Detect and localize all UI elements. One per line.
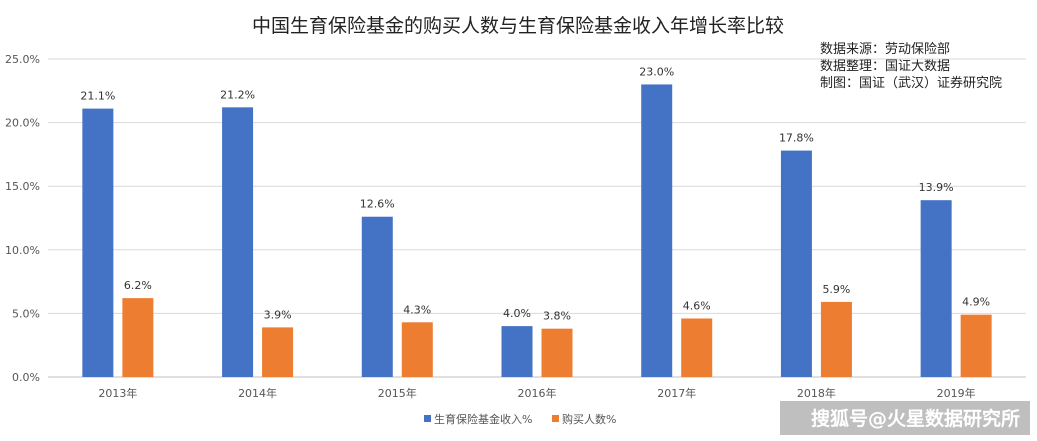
bar-buyers xyxy=(401,322,433,377)
y-tick-label: 10.0% xyxy=(5,244,40,257)
legend-swatch-income xyxy=(424,415,431,422)
y-tick-label: 15.0% xyxy=(5,180,40,193)
data-label-buyers: 6.2% xyxy=(124,279,152,292)
bar-buyers xyxy=(820,301,852,377)
bar-income xyxy=(361,216,393,377)
data-label-income: 23.0% xyxy=(639,65,674,78)
x-tick-label: 2018年 xyxy=(797,386,836,400)
y-tick-label: 20.0% xyxy=(5,117,40,130)
bar-income xyxy=(641,84,673,377)
y-tick-label: 0.0% xyxy=(12,371,40,384)
data-label-income: 12.6% xyxy=(360,198,395,211)
data-label-buyers: 3.9% xyxy=(264,308,292,321)
bar-buyers xyxy=(960,314,992,377)
bar-buyers xyxy=(122,298,154,377)
data-label-buyers: 4.3% xyxy=(403,303,431,316)
y-axis: 0.0% 5.0% 10.0% 15.0% 20.0% 25.0% xyxy=(5,53,40,384)
bar-buyers xyxy=(262,327,294,377)
bar-income xyxy=(780,150,812,377)
source-line-2: 数据整理：国证大数据 xyxy=(820,59,950,74)
data-label-income: 4.0% xyxy=(503,307,531,320)
y-tick-label: 5.0% xyxy=(12,307,40,320)
legend-label-buyers: 购买人数% xyxy=(562,412,616,426)
source-line-1: 数据来源：劳动保险部 xyxy=(820,41,950,57)
x-tick-label: 2014年 xyxy=(238,386,277,400)
data-label-buyers: 4.9% xyxy=(962,296,990,309)
x-tick-label: 2016年 xyxy=(518,386,557,400)
chart-title: 中国生育保险基金的购买人数与生育保险基金收入年增长率比较 xyxy=(252,15,784,37)
data-label-buyers: 3.8% xyxy=(543,310,571,323)
watermark-backdrop xyxy=(780,401,1030,435)
data-label-buyers: 5.9% xyxy=(822,283,850,296)
bar-income xyxy=(222,107,254,377)
data-label-income: 21.1% xyxy=(80,90,115,103)
bars-group: 21.1% 6.2% 21.2% 3.9% 12.6% 4.3% 4.0% 3.8% 23.0%… xyxy=(80,65,992,377)
source-line-3: 制图：国证（武汉）证券研究院 xyxy=(820,75,1002,91)
x-tick-label: 2015年 xyxy=(378,386,417,400)
bar-buyers xyxy=(681,318,713,377)
x-tick-label: 2017年 xyxy=(657,386,696,400)
bar-income xyxy=(82,108,114,377)
x-tick-label: 2013年 xyxy=(98,386,137,400)
x-axis: 2013年 2014年 2015年 2016年 2017年 2018年 2019年 xyxy=(98,386,975,400)
gridlines xyxy=(48,58,1026,378)
bar-income xyxy=(501,326,533,377)
x-tick-label: 2019年 xyxy=(937,386,976,400)
legend-label-income: 生育保险基金收入% xyxy=(434,412,532,426)
data-label-buyers: 4.6% xyxy=(683,299,711,312)
data-label-income: 21.2% xyxy=(220,88,255,101)
y-tick-label: 25.0% xyxy=(5,53,40,66)
data-label-income: 13.9% xyxy=(919,181,954,194)
legend-swatch-buyers xyxy=(552,415,559,422)
watermark: 搜狐号@火星数据研究所 xyxy=(811,407,1020,430)
legend: 生育保险基金收入% 购买人数% xyxy=(424,412,616,426)
bar-income xyxy=(920,200,952,377)
data-label-income: 17.8% xyxy=(779,132,814,145)
bar-buyers xyxy=(541,328,573,377)
